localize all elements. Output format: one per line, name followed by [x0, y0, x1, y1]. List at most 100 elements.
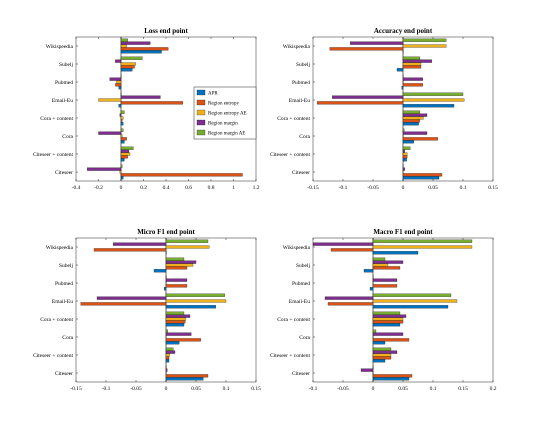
bar-region-entropy-subelj: [120, 65, 135, 69]
bar-region-entropy-ae-cora-content: [402, 116, 424, 120]
category-label-wikispeedia: Wikispeedia: [283, 245, 311, 251]
bar-region-entropy-ae-wikispeedia: [402, 44, 447, 48]
x-tick-label: -0.05: [337, 386, 349, 392]
bar-region-margin-ae-cora-content: [372, 311, 401, 315]
legend-entry-region-entropy-ae: Region entropy AE: [208, 112, 247, 117]
bar-region-margin-ae-wikispeedia: [120, 38, 128, 42]
bar-region-entropy-cora-content: [165, 320, 186, 324]
bar-region-entropy-citeseer: [120, 173, 243, 177]
category-label-pubmed: Pubmed: [292, 80, 310, 86]
category-label-subelj: Subelj: [59, 62, 74, 68]
bar-region-entropy-citeseer-content: [165, 356, 170, 360]
bar-region-margin-ae-email-eu: [402, 92, 464, 96]
category-label-citeseer-content: Citeseer + content: [270, 353, 311, 359]
bar-region-margin-citeseer: [360, 368, 374, 372]
bar-region-entropy-ae-citeseer-content: [372, 353, 392, 357]
bar-apr-cora-content: [120, 122, 124, 126]
bar-apr-citeseer: [402, 176, 440, 180]
x-tick-label: 0.05: [191, 386, 201, 392]
bar-region-entropy-wikispeedia: [329, 47, 404, 51]
category-label-citeseer-content: Citeseer + content: [33, 152, 74, 158]
bar-region-entropy-ae-subelj: [165, 263, 194, 267]
bar-region-margin-ae-email-eu: [372, 293, 452, 297]
bar-region-entropy-email-eu: [327, 302, 374, 306]
x-tick-label: 0.1: [223, 386, 230, 392]
bar-region-margin-pubmed: [402, 77, 423, 81]
bar-region-margin-wikispeedia: [113, 242, 167, 246]
category-label-cora: Cora: [299, 335, 310, 341]
bar-region-margin-email-eu: [120, 95, 161, 99]
category-label-citeseer: Citeseer: [55, 371, 73, 377]
bar-region-entropy-ae-citeseer: [119, 170, 122, 174]
bar-apr-cora: [165, 341, 180, 345]
bar-region-entropy-cora-content: [372, 320, 404, 324]
legend-entry-apr: APR: [208, 92, 218, 97]
bar-region-margin-ae-wikispeedia: [402, 38, 447, 42]
bar-apr-subelj: [363, 269, 374, 273]
bar-region-margin-ae-cora: [120, 128, 124, 132]
category-label-cora: Cora: [299, 134, 310, 140]
bar-region-margin-ae-cora: [402, 128, 405, 132]
bar-region-entropy-ae-email-eu: [98, 98, 122, 102]
bar-region-margin-cora: [165, 332, 192, 336]
category-label-cora-content: Cora + content: [277, 317, 310, 323]
bar-region-margin-citeseer-content: [120, 149, 129, 153]
bar-region-margin-cora: [98, 131, 122, 135]
bar-region-entropy-wikispeedia: [120, 47, 169, 51]
bar-region-margin-ae-cora-content: [402, 110, 420, 114]
subplot-1: Loss end point -0.4 -0.2 0 0.2 0.4 0.6 0.8 1 1.2 C…: [33, 27, 260, 191]
bar-region-entropy-ae-wikispeedia: [372, 245, 473, 249]
legend-entry-region-margin: Region margin: [208, 122, 238, 127]
legend-swatch-region-margin-ae: [196, 129, 206, 136]
chart-title: Macro F1 end point: [373, 228, 433, 236]
bar-region-margin-subelj: [165, 260, 197, 264]
bar-region-margin-citeseer: [165, 368, 168, 372]
category-label-cora-content: Cora + content: [40, 317, 73, 323]
bar-region-margin-ae-subelj: [165, 257, 185, 261]
bar-region-margin-cora: [402, 131, 428, 135]
bar-apr-cora-content: [402, 122, 419, 126]
bar-apr-cora: [372, 341, 386, 345]
bar-region-margin-ae-wikispeedia: [165, 239, 209, 243]
x-tick-label: 0.4: [163, 185, 170, 191]
bar-region-margin-ae-citeseer-content: [402, 146, 411, 150]
category-label-subelj: Subelj: [59, 263, 74, 269]
bar-apr-email-eu: [118, 104, 122, 108]
bar-apr-subelj: [120, 68, 133, 72]
x-tick-label: -0.05: [130, 386, 142, 392]
bar-region-margin-wikispeedia: [120, 41, 151, 45]
bar-apr-cora: [120, 140, 125, 144]
bar-region-entropy-ae-email-eu: [165, 299, 227, 303]
bar-region-entropy-ae-email-eu: [402, 98, 465, 102]
bar-region-entropy-ae-pubmed: [116, 80, 122, 84]
category-label-cora: Cora: [62, 335, 73, 341]
legend-swatch-region-entropy-ae: [196, 109, 206, 116]
bar-region-entropy-email-eu: [80, 302, 167, 306]
bar-region-entropy-ae-citeseer-content: [402, 152, 408, 156]
bar-region-entropy-cora: [402, 137, 438, 141]
x-tick-label: 0.6: [185, 185, 192, 191]
bar-apr-email-eu: [372, 305, 449, 309]
bar-region-margin-pubmed: [109, 77, 122, 81]
chart-title: Accuracy end point: [374, 27, 433, 35]
category-label-pubmed: Pubmed: [292, 281, 310, 287]
bar-region-entropy-pubmed: [165, 284, 188, 288]
chart-title: Micro F1 end point: [137, 228, 195, 236]
bar-region-margin-wikispeedia: [312, 242, 374, 246]
x-tick-label: -0.15: [70, 386, 82, 392]
category-label-wikispeedia: Wikispeedia: [46, 44, 74, 50]
bar-region-margin-ae-cora-content: [120, 110, 125, 114]
bar-apr-pubmed: [369, 287, 374, 291]
bar-region-margin-ae-citeseer: [120, 164, 123, 168]
bar-region-margin-ae-subelj: [402, 56, 420, 60]
bar-region-margin-ae-citeseer-content: [372, 347, 392, 351]
bar-region-entropy-wikispeedia: [330, 248, 374, 252]
bar-region-entropy-ae-subelj: [402, 62, 422, 66]
bar-region-margin-ae-subelj: [120, 56, 143, 60]
x-tick-label: -0.1: [309, 386, 318, 392]
bar-region-entropy-citeseer-content: [372, 356, 392, 360]
bar-apr-cora-content: [165, 323, 185, 327]
bar-region-margin-wikispeedia: [350, 41, 404, 45]
